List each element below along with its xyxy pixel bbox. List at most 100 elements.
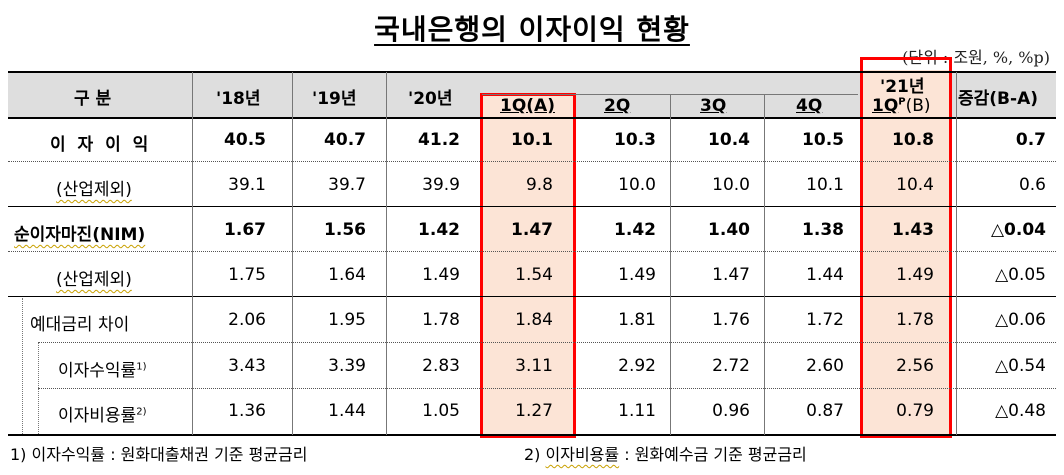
- label-ex-industrial: (산업제외): [56, 270, 132, 290]
- table-cell: 1.78: [896, 310, 934, 330]
- label-interest-yield: 이자수익률1): [58, 361, 147, 381]
- table-top-rule: [8, 71, 1056, 73]
- table-cell: 10.0: [618, 175, 656, 195]
- table-cell: 9.8: [525, 175, 553, 195]
- table-cell: 0.96: [712, 401, 750, 421]
- table-cell: 3.11: [515, 356, 553, 376]
- col-divider: [386, 72, 387, 435]
- table-cell: 1.47: [712, 265, 750, 285]
- unit-note: (단위 : 조원, %, %p): [902, 48, 1050, 67]
- table-cell: 1.95: [328, 310, 366, 330]
- header-2021: '21년: [880, 77, 925, 97]
- table-cell: 1.64: [328, 265, 366, 285]
- section-rule-2: [8, 296, 1056, 297]
- header-change: 증감(B-A): [958, 89, 1038, 109]
- table-cell: 1.56: [324, 220, 366, 240]
- table-cell: △0.48: [995, 401, 1046, 421]
- table-cell: 1.38: [802, 220, 844, 240]
- table-cell: 1.42: [614, 220, 656, 240]
- table-cell: 2.92: [618, 356, 656, 376]
- table-cell: 1.44: [806, 265, 844, 285]
- table-cell: 10.8: [892, 130, 934, 150]
- table-cell: 1.54: [515, 265, 553, 285]
- header-rule: [8, 117, 1056, 119]
- table-cell: 10.1: [511, 130, 553, 150]
- table-cell: △0.54: [995, 356, 1046, 376]
- table-cell: 2.56: [896, 356, 934, 376]
- table-cell: 3.39: [328, 356, 366, 376]
- table-cell: 2.83: [422, 356, 460, 376]
- table-cell: 1.76: [712, 310, 750, 330]
- table-cell: 40.5: [224, 130, 266, 150]
- table-cell: 1.72: [806, 310, 844, 330]
- indent-divider: [38, 343, 39, 434]
- table-cell: 41.2: [418, 130, 460, 150]
- table-cell: 1.40: [708, 220, 750, 240]
- header-2021-q1: 1QP(B): [872, 96, 931, 116]
- table-cell: 1.47: [511, 220, 553, 240]
- table-cell: 1.75: [228, 265, 266, 285]
- table-cell: 1.36: [228, 401, 266, 421]
- table-bottom-rule: [8, 434, 1056, 436]
- table-cell: 1.11: [618, 401, 656, 421]
- table-cell: 39.7: [328, 175, 366, 195]
- quarter-subheader-rule: [482, 94, 858, 95]
- page-title: 국내은행의 이자이익 현황: [374, 13, 690, 46]
- highlight-1q: [482, 95, 574, 435]
- label-interest-cost: 이자비용률2): [58, 406, 147, 426]
- col-divider: [192, 72, 193, 435]
- row-divider: [8, 161, 1056, 162]
- col-divider: [764, 95, 765, 435]
- table-cell: 2.60: [806, 356, 844, 376]
- col-divider: [292, 72, 293, 435]
- table-cell: 1.27: [515, 401, 553, 421]
- table-cell: 10.4: [896, 175, 934, 195]
- table-cell: △0.04: [990, 220, 1046, 240]
- table-cell: 10.0: [712, 175, 750, 195]
- header-q1: 1Q(A): [500, 96, 555, 116]
- table-cell: 10.1: [806, 175, 844, 195]
- footnote-1: 1) 이자수익률 : 원화대출채권 기준 평균금리: [10, 445, 308, 464]
- table-cell: 40.7: [324, 130, 366, 150]
- table-cell: 1.81: [618, 310, 656, 330]
- indent-divider: [22, 298, 23, 434]
- table-cell: 1.44: [328, 401, 366, 421]
- table-cell: 10.4: [708, 130, 750, 150]
- header-q2: 2Q: [604, 96, 631, 116]
- table-cell: △0.06: [995, 310, 1046, 330]
- footnote-2: 2) 이자비용률 : 원화예수금 기준 평균금리: [524, 445, 807, 464]
- highlight-21-1q: [862, 70, 950, 435]
- table-cell: 1.49: [896, 265, 934, 285]
- table-cell: 1.49: [422, 265, 460, 285]
- table-cell: 2.72: [712, 356, 750, 376]
- label-ex-industrial: (산업제외): [56, 180, 132, 200]
- table-cell: △0.05: [995, 265, 1046, 285]
- label-loan-deposit-spread: 예대금리 차이: [30, 315, 130, 335]
- table-cell: 1.67: [224, 220, 266, 240]
- header-2018: '18년: [216, 89, 261, 109]
- row-divider: [38, 342, 1056, 343]
- col-divider: [670, 95, 671, 435]
- header-2019: '19년: [312, 89, 357, 109]
- row-divider: [8, 251, 1056, 252]
- table-cell: 0.6: [1018, 175, 1046, 195]
- table-cell: 3.43: [228, 356, 266, 376]
- table-cell: 1.43: [892, 220, 934, 240]
- table-cell: 1.49: [618, 265, 656, 285]
- header-q4: 4Q: [796, 96, 823, 116]
- table-cell: 0.79: [896, 401, 934, 421]
- table-cell: 2.06: [228, 310, 266, 330]
- label-interest-income: 이 자 이 익: [50, 135, 152, 155]
- table-cell: 1.42: [418, 220, 460, 240]
- label-nim: 순이자마진(NIM): [14, 225, 146, 245]
- row-divider: [38, 388, 1056, 389]
- header-q3: 3Q: [700, 96, 727, 116]
- table-cell: 10.5: [802, 130, 844, 150]
- table-cell: 0.7: [1015, 130, 1046, 150]
- table-cell: 0.87: [806, 401, 844, 421]
- table-cell: 39.9: [422, 175, 460, 195]
- box-21-1q: [860, 57, 952, 438]
- table-cell: 1.78: [422, 310, 460, 330]
- table-cell: 10.3: [614, 130, 656, 150]
- header-2020: '20년: [408, 89, 453, 109]
